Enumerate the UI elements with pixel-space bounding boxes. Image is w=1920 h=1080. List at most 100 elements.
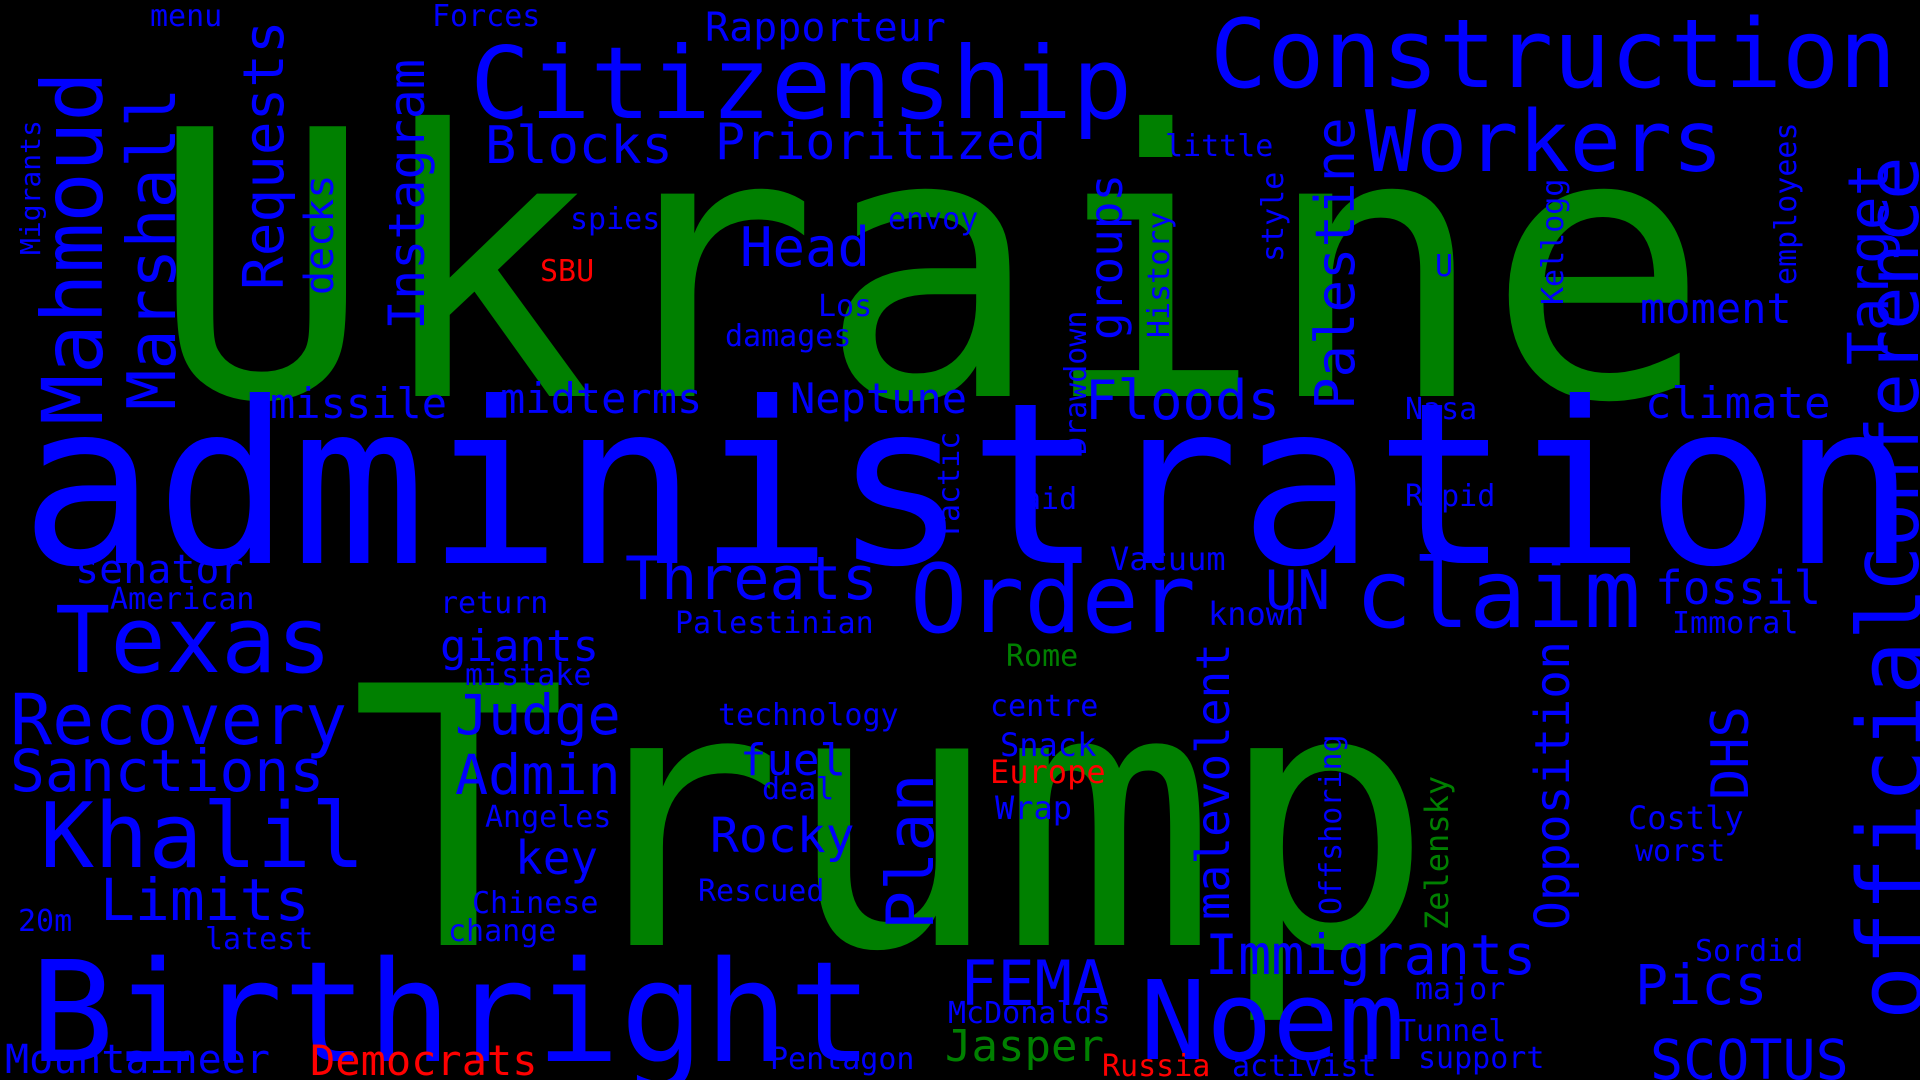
word-technology: technology (718, 698, 899, 734)
word-texas: Texas (55, 587, 332, 695)
word-american: American (110, 582, 255, 618)
word-rapid: Rapid (1405, 479, 1496, 515)
word-head: Head (740, 215, 871, 279)
word-trump: Trump (350, 611, 1434, 1031)
word-vacuum: Vacuum (1110, 539, 1226, 578)
word-palestinian: Palestinian (675, 606, 874, 642)
word-activist: activist (1232, 1049, 1377, 1080)
word-judge: Judge (455, 683, 621, 748)
word-spies: spies (570, 202, 661, 238)
word-menu: menu (150, 0, 223, 35)
word-tunnel: Tunnel (1398, 1014, 1507, 1050)
word-palestine: Palestine (1303, 117, 1367, 410)
word-drawdown: Drawdown (1059, 310, 1095, 456)
word-rocky: Rocky (710, 807, 855, 864)
word-jasper: Jasper (945, 1020, 1104, 1072)
word-worst: worst (1635, 834, 1726, 870)
word-migrants: Migrants (13, 120, 47, 255)
word-kellogg: Kellogg (1536, 178, 1572, 305)
word-plan: Plan (873, 773, 949, 930)
word-sbu: SBU (540, 254, 595, 290)
word-moment: moment (1640, 284, 1792, 334)
word-chinese: Chinese (472, 886, 599, 922)
word-support: support (1418, 1041, 1545, 1077)
word-nasa: Nasa (1405, 392, 1478, 428)
word-ukraine: Ukraine (150, 53, 1710, 484)
word-dhs: DHS (1701, 706, 1762, 800)
word-tactic: Tactic (932, 431, 968, 540)
word-u: U (1435, 249, 1454, 285)
word-aid: aid (1023, 482, 1078, 518)
word-noem: Noem (1140, 957, 1405, 1080)
word-costly: Costly (1628, 798, 1744, 837)
word-immigrants: Immigrants (1205, 923, 1537, 988)
word-immoral: Immoral (1672, 606, 1799, 642)
word-requests: Requests (232, 20, 298, 290)
word-midterms: midterms (500, 374, 703, 424)
word-los: Los (818, 289, 873, 325)
word-senator: senator (75, 546, 244, 593)
word-europe: Europe (990, 752, 1106, 791)
word-order: Order (910, 544, 1196, 655)
word-employees: employees (1769, 122, 1805, 285)
word-return: return (440, 586, 549, 622)
word-opposition: Opposition (1524, 641, 1581, 930)
word-un: UN (1265, 558, 1331, 622)
word-claim: claim (1355, 539, 1641, 650)
word-marshall: Marshall (113, 87, 192, 410)
word-major: major (1415, 972, 1506, 1008)
word-official: official (1838, 586, 1920, 1020)
word-target: Target (1837, 162, 1903, 365)
word-pics: Pics (1635, 953, 1768, 1018)
word-known: known (1208, 594, 1305, 633)
word-deal: deal (762, 772, 835, 808)
word-instagram: Instagram (378, 59, 436, 330)
word-wrap: Wrap (995, 788, 1073, 827)
word-key: key (515, 831, 599, 886)
word-giants: giants (440, 620, 599, 672)
word-climate: climate (1645, 377, 1831, 429)
word-limits: Limits (100, 865, 310, 934)
word-fema: FEMA (960, 946, 1110, 1020)
word-administration: administration (20, 355, 1917, 617)
word-little: little (1165, 129, 1274, 165)
word-history: History (1142, 211, 1178, 338)
word-admin: Admin (455, 743, 621, 808)
word-workers: Workers (1365, 93, 1724, 193)
word-mistake: mistake (465, 658, 592, 694)
word-envoy: envoy (888, 202, 979, 238)
word-threats: Threats (625, 544, 878, 615)
word-sanctions: Sanctions (10, 736, 325, 805)
word-malevolent: malevolent (1186, 643, 1241, 920)
word-style: style (1256, 171, 1292, 262)
word-recovery: Recovery (10, 678, 348, 761)
word-blocks: Blocks (485, 116, 673, 177)
word-twenty-m: 20m (18, 904, 73, 940)
word-decks: decks (296, 174, 343, 295)
word-prioritized: Prioritized (715, 113, 1047, 171)
word-offshoring: Offshoring (1314, 734, 1350, 915)
word-angeles: Angeles (485, 800, 612, 836)
word-rescued: Rescued (698, 874, 825, 910)
word-russia: Russia (1102, 1049, 1211, 1080)
word-khalil: Khalil (40, 783, 366, 889)
word-rome: Rome (1006, 639, 1079, 675)
word-snack: Snack (1000, 725, 1097, 764)
word-democrats: Democrats (310, 1036, 538, 1080)
word-forces: Forces (432, 0, 541, 35)
word-construction: Construction (1210, 0, 1897, 110)
word-fuel: fuel (740, 734, 846, 786)
word-damages: damages (725, 319, 852, 355)
word-rapporteur: Rapporteur (705, 4, 946, 51)
word-centre: centre (990, 689, 1099, 725)
word-sordid: Sordid (1695, 934, 1804, 970)
word-pentagon: Pentagon (770, 1042, 915, 1078)
word-fossil: fossil (1655, 561, 1822, 616)
word-citizenship: Citizenship (470, 25, 1133, 142)
word-birthright: Birthright (30, 931, 873, 1080)
word-floods: Floods (1085, 368, 1281, 432)
word-missile: missile (270, 379, 448, 429)
word-scotus: SCOTUS (1650, 1028, 1849, 1080)
word-latest: latest (205, 922, 314, 958)
